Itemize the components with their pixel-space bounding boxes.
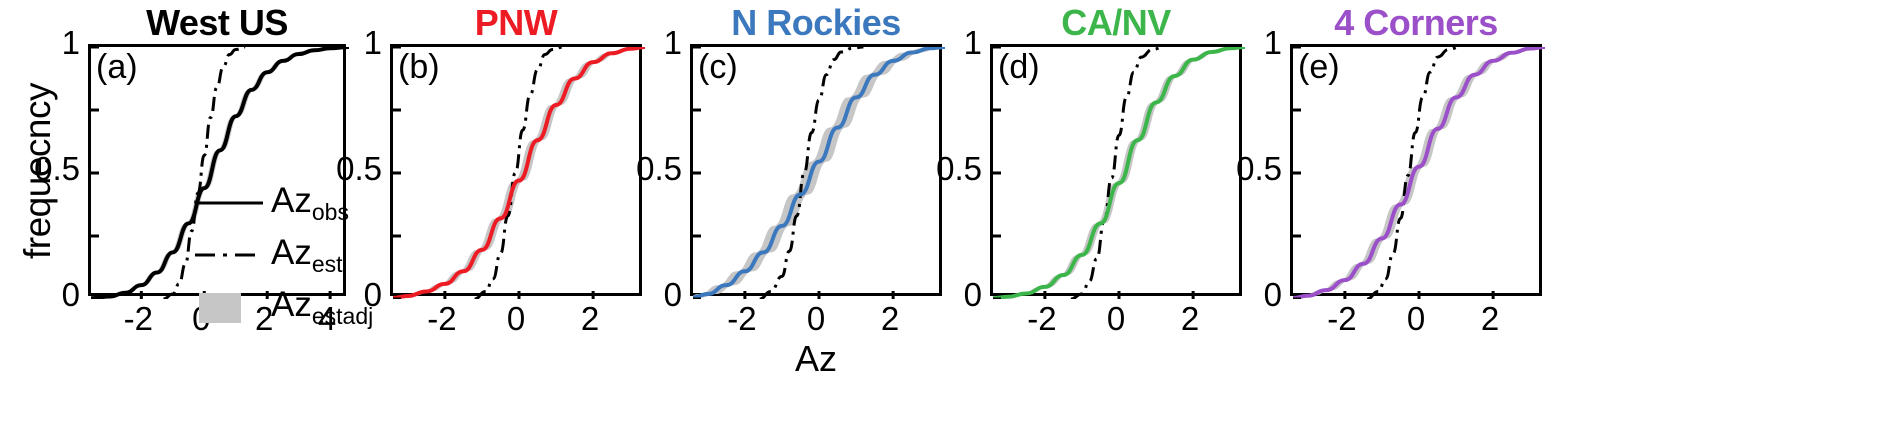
curve-az-est	[759, 47, 864, 299]
x-tick-label: 2	[1180, 300, 1200, 337]
panel-title: PNW	[474, 2, 558, 43]
x-tick-label: 2	[580, 300, 600, 337]
panel-title: West US	[146, 2, 288, 43]
plot-curves	[393, 47, 645, 299]
curve-az-est	[474, 47, 564, 299]
x-tick-label: 0	[1106, 300, 1126, 337]
legend-label-base: Az	[271, 181, 312, 220]
legend-label-base: Az	[271, 285, 312, 324]
y-tick-label: 0	[663, 276, 682, 313]
y-tick-label: 0.5	[336, 150, 382, 187]
curve-az-obs	[393, 47, 645, 299]
legend-swatch-dashdot	[195, 253, 263, 257]
y-tick-label: 1	[1263, 24, 1282, 61]
y-tick-label: 0.5	[34, 150, 80, 187]
legend-item-obs: Azobs	[193, 181, 373, 231]
x-tick-label: -2	[427, 300, 457, 337]
x-tick-label: 2	[880, 300, 900, 337]
x-tick-label: 2	[255, 300, 274, 337]
legend-label-base: Az	[271, 233, 312, 272]
panel-letter: (d)	[998, 48, 1040, 86]
plot-area	[1290, 44, 1545, 299]
x-tick-label: 0	[806, 300, 826, 337]
uncertainty-band	[1293, 47, 1545, 298]
curve-az-obs	[693, 47, 945, 299]
plot-area	[390, 44, 645, 299]
y-tick-label: 1	[663, 24, 682, 61]
panel-letter: (e)	[1298, 48, 1340, 86]
x-tick-label: -2	[123, 300, 153, 337]
panel-title: CA/NV	[1061, 2, 1171, 43]
legend-label: Azobs	[271, 181, 349, 226]
curve-az-est	[1366, 47, 1460, 299]
curve-az-obs	[993, 47, 1245, 299]
panel-letter: (c)	[698, 48, 738, 86]
plot-area	[690, 44, 945, 299]
curve-az-est	[1070, 47, 1164, 299]
y-tick-label: 0	[1263, 276, 1282, 313]
y-tick-label: 0	[963, 276, 982, 313]
legend-item-estadj: Azestadj	[193, 285, 373, 335]
x-axis-title: Az	[794, 338, 837, 379]
legend-swatch-solid	[195, 201, 263, 205]
panel-e: 4 Corners (e) -2 0 2 0 0.5 1	[1236, 0, 1545, 443]
x-tick-label: 0	[506, 300, 526, 337]
legend-label-sub: est	[311, 251, 343, 277]
y-tick-label: 1	[61, 24, 80, 61]
panel-title: 4 Corners	[1334, 2, 1498, 43]
x-tick-label: -2	[1027, 300, 1057, 337]
panel-b: PNW (b) -2 0 2 0 0.5 1	[336, 0, 645, 443]
plot-curves	[91, 47, 349, 299]
legend-item-est: Azest	[193, 233, 373, 283]
x-tick-label: 2	[1480, 300, 1500, 337]
panel-d: CA/NV (d) -2 0 2 0 0.5 1	[936, 0, 1245, 443]
y-tick-label: 0.5	[936, 150, 982, 187]
curve-az-est	[163, 47, 246, 299]
plot-area	[990, 44, 1245, 299]
x-tick-label: 4	[317, 300, 337, 337]
y-tick-label: 0.5	[636, 150, 682, 187]
plot-curves	[693, 47, 945, 299]
y-tick-label: 1	[363, 24, 382, 61]
legend-label: Azest	[271, 233, 343, 278]
legend-label: Azestadj	[271, 285, 373, 330]
panel-title: N Rockies	[731, 2, 901, 43]
x-tick-label: -2	[1327, 300, 1357, 337]
x-tick-label: 0	[1406, 300, 1426, 337]
panel-c: N Rockies (c) -2 0 2 0 0.5 1	[636, 0, 945, 443]
plot-area	[88, 44, 349, 299]
panel-letter: (b)	[398, 48, 440, 86]
panel-letter: (a)	[96, 48, 138, 86]
uncertainty-band	[693, 47, 945, 298]
y-tick-label: 0.5	[1236, 150, 1282, 187]
curve-az-obs	[91, 47, 349, 299]
y-tick-label: 0	[363, 276, 382, 313]
legend-label-sub: obs	[311, 199, 349, 225]
y-tick-label: 0	[61, 276, 80, 313]
legend-swatch-band	[199, 293, 241, 323]
plot-curves	[1293, 47, 1545, 299]
y-tick-label: 1	[963, 24, 982, 61]
plot-curves	[993, 47, 1245, 299]
legend-label-sub: estadj	[311, 303, 374, 329]
curve-az-obs	[1293, 47, 1545, 299]
x-tick-label: -2	[727, 300, 757, 337]
